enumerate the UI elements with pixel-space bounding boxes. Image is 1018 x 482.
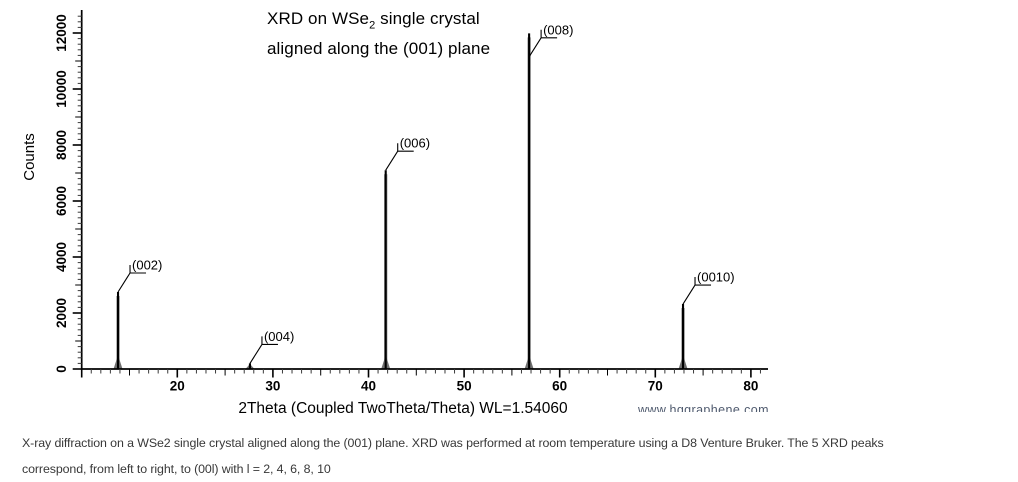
title-subscript: 2 — [369, 19, 376, 32]
peak-callout-line — [117, 265, 147, 293]
y-tick-label: 12000 — [54, 14, 69, 52]
y-tick-label: 0 — [54, 365, 69, 373]
y-tick-label: 10000 — [54, 70, 69, 108]
chart-title: XRD on WSe2 single crystal aligned along… — [267, 7, 490, 60]
peak-callout-line — [528, 29, 558, 58]
caption-line-1: X-ray diffraction on a WSe2 single cryst… — [22, 436, 884, 450]
peak-callout-line — [385, 143, 414, 171]
peak-label: (004) — [264, 329, 294, 344]
peak-label: (002) — [132, 258, 162, 273]
y-tick-label: 2000 — [54, 298, 69, 328]
peak-callout-line — [682, 277, 712, 305]
x-tick-label: 60 — [552, 379, 567, 394]
peak-label: (006) — [400, 136, 430, 151]
y-tick-label: 8000 — [54, 130, 69, 160]
xrd-figure: 20 30 40 50 60 70 80 0 2000 4000 6000 8000 10000 1200… — [21, 7, 788, 417]
y-axis-title: Counts — [21, 133, 38, 181]
chart-title-line2: aligned along the (001) plane — [267, 39, 491, 59]
x-tick-label: 30 — [265, 379, 280, 394]
caption-line-2: correspond, from left to right, to (00l)… — [22, 462, 331, 476]
watermark-text: www.hqgraphene.com — [638, 403, 769, 412]
peak-callout-line — [249, 336, 278, 364]
x-tick-label: 40 — [361, 379, 376, 394]
y-tick-label: 6000 — [54, 186, 69, 216]
watermark: www.hqgraphene.com — [638, 403, 788, 412]
axis-frame — [80, 10, 768, 370]
x-tick-label: 50 — [457, 379, 472, 394]
x-tick-label: 20 — [170, 379, 185, 394]
x-axis-title: 2Theta (Coupled TwoTheta/Theta) WL=1.540… — [238, 400, 568, 417]
y-tick-label: 4000 — [54, 242, 69, 272]
x-tick-label: 70 — [648, 379, 663, 394]
xrd-chart-plot: 20 30 40 50 60 70 80 0 2000 4000 6000 8000 10000 1200… — [21, 10, 768, 417]
peak-label: (0010) — [697, 270, 735, 285]
x-tick-label: 80 — [743, 379, 758, 394]
figure-caption: X-ray diffraction on a WSe2 single cryst… — [22, 430, 1016, 482]
peak-label: (008) — [543, 22, 573, 37]
chart-title-line1: XRD on WSe2 single crystal — [267, 9, 480, 32]
